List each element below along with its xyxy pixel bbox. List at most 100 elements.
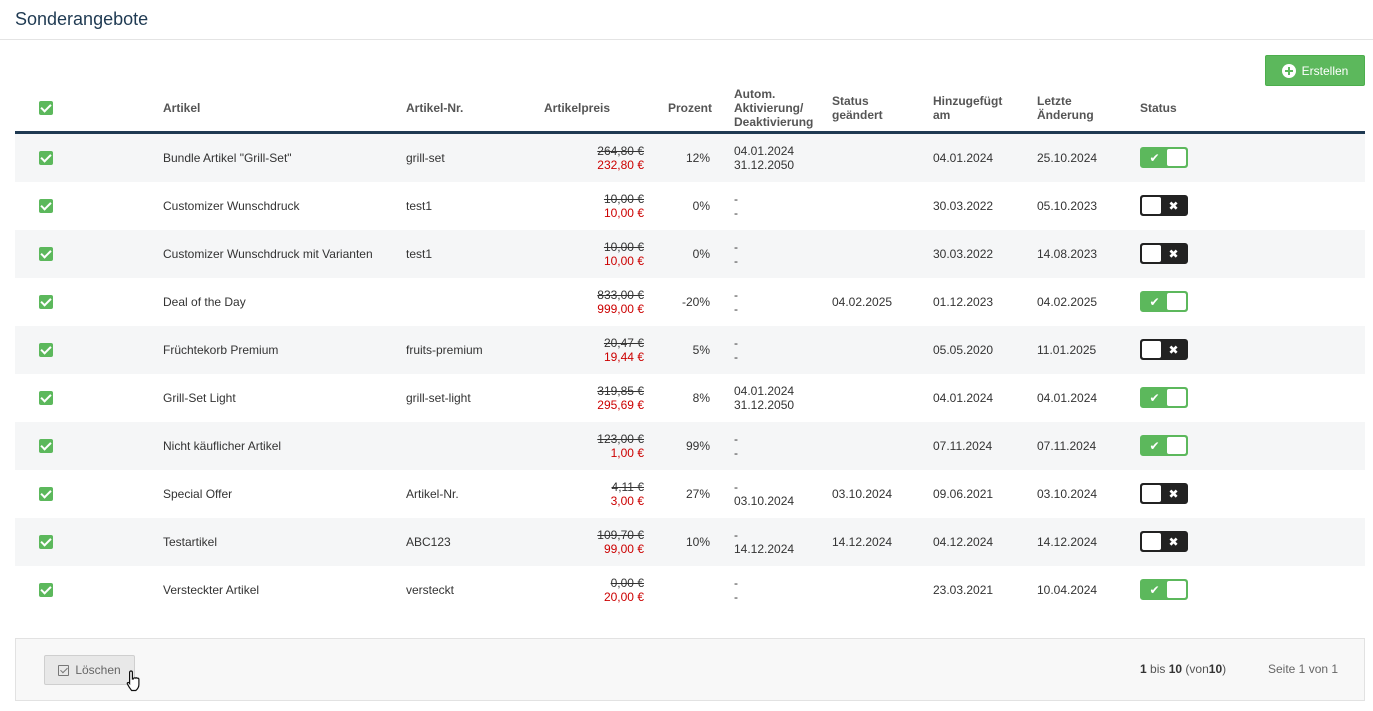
x-icon: ✖ (1168, 246, 1179, 261)
cell-artikel-nr: grill-set-light (406, 391, 471, 405)
row-checkbox[interactable] (39, 199, 53, 213)
column-header-status[interactable]: Status (1140, 101, 1177, 115)
cell-artikel[interactable]: Nicht käuflicher Artikel (163, 439, 282, 453)
cell-artikel[interactable]: Special Offer (163, 487, 233, 501)
toggle-knob (1142, 197, 1161, 214)
cell-artikel[interactable]: Testartikel (163, 535, 218, 549)
column-header-artikelpreis[interactable]: Artikelpreis (544, 101, 611, 115)
column-header-letzte-line2: Änderung (1037, 108, 1094, 122)
hand-pointer-icon (126, 670, 140, 692)
table-row[interactable]: Customizer Wunschdruck mit Varianten test… (15, 230, 1365, 278)
cell-artikel[interactable]: Versteckter Artikel (163, 583, 260, 597)
status-toggle[interactable]: ✔ (1140, 147, 1188, 168)
row-checkbox[interactable] (39, 535, 53, 549)
column-header-hinzugefuegt-line1: Hinzugefügt (933, 94, 1003, 108)
create-button[interactable]: Erstellen (1265, 55, 1365, 86)
table-row[interactable]: Special Offer Artikel-Nr. 4,11 €3,00 € 27% -… (15, 470, 1365, 518)
table-row[interactable]: Deal of the Day 833,00 €999,00 € -20% - - 04.… (15, 278, 1365, 326)
new-price: 19,44 € (603, 350, 644, 364)
cell-autom: -- (734, 432, 738, 460)
row-checkbox[interactable] (39, 295, 53, 309)
status-toggle[interactable]: ✖ (1140, 531, 1188, 552)
table-row[interactable]: Früchtekorb Premium fruits-premium 20,47 €… (15, 326, 1365, 374)
delete-button-label: Löschen (75, 663, 121, 677)
status-toggle[interactable]: ✖ (1140, 339, 1188, 360)
cell-artikel[interactable]: Früchtekorb Premium (163, 343, 279, 357)
column-header-prozent[interactable]: Prozent (668, 101, 713, 115)
range-bis: bis (1150, 662, 1166, 676)
toggle-knob (1142, 485, 1161, 502)
row-checkbox[interactable] (39, 247, 53, 261)
status-toggle[interactable]: ✖ (1140, 483, 1188, 504)
column-header-hinzugefuegt[interactable]: Hinzugefügt am (933, 94, 1002, 122)
row-checkbox[interactable] (39, 583, 53, 597)
status-toggle[interactable]: ✔ (1140, 291, 1188, 312)
cell-artikel[interactable]: Bundle Artikel "Grill-Set" (163, 151, 292, 165)
old-price: 109,70 € (597, 528, 644, 542)
row-checkbox[interactable] (39, 439, 53, 453)
row-checkbox[interactable] (39, 343, 53, 357)
table-row[interactable]: Grill-Set Light grill-set-light 319,85 €29… (15, 374, 1365, 422)
cell-artikel[interactable]: Customizer Wunschdruck mit Varianten (163, 247, 373, 261)
old-price: 0,00 € (610, 576, 644, 590)
cell-letzte-aenderung: 14.12.2024 (1037, 535, 1098, 549)
status-toggle[interactable]: ✔ (1140, 579, 1188, 600)
row-checkbox[interactable] (39, 487, 53, 501)
cell-hinzugefuegt: 04.01.2024 (933, 391, 994, 405)
table-row[interactable]: Versteckter Artikel versteckt 0,00 €20,00 … (15, 566, 1365, 614)
column-header-artikel-nr[interactable]: Artikel-Nr. (406, 101, 464, 115)
table-header: Artikel Artikel-Nr. Artikelpreis Prozent… (15, 84, 1365, 134)
status-toggle[interactable]: ✔ (1140, 435, 1188, 456)
cell-artikel[interactable]: Grill-Set Light (163, 391, 236, 405)
column-header-hinzugefuegt-line2: am (933, 108, 951, 122)
cell-artikel-nr: versteckt (406, 583, 455, 597)
cell-hinzugefuegt: 30.03.2022 (933, 247, 994, 261)
new-price: 20,00 € (603, 590, 644, 604)
cell-artikel[interactable]: Customizer Wunschdruck (163, 199, 300, 213)
select-all-checkbox[interactable] (39, 101, 53, 115)
x-icon: ✖ (1168, 198, 1179, 213)
column-header-letzte-aenderung[interactable]: Letzte Änderung (1037, 94, 1094, 122)
cell-autom-line2: - (734, 254, 738, 268)
row-checkbox[interactable] (39, 151, 53, 165)
table-row[interactable]: Nicht käuflicher Artikel 123,00 €1,00 € 99… (15, 422, 1365, 470)
cell-autom: 04.01.2024 31.12.2050 (734, 384, 794, 412)
delete-button[interactable]: Löschen (44, 655, 135, 685)
cell-artikel-nr: test1 (406, 199, 433, 213)
cell-letzte-aenderung: 05.10.2023 (1037, 199, 1098, 213)
cell-autom-line2: 31.12.2050 (734, 398, 795, 412)
new-price: 3,00 € (610, 494, 644, 508)
column-header-status-geaendert-line2: geändert (832, 108, 883, 122)
table-row[interactable]: Testartikel ABC123 109,70 €99,00 €10% -14.1… (15, 518, 1365, 566)
range-close: ) (1222, 662, 1227, 676)
cell-hinzugefuegt: 23.03.2021 (933, 583, 994, 597)
row-checkbox[interactable] (39, 391, 53, 405)
status-toggle[interactable]: ✖ (1140, 195, 1188, 216)
cell-letzte-aenderung: 04.02.2025 (1037, 295, 1098, 309)
table-row[interactable]: Customizer Wunschdruck test1 10,00 €10,00 … (15, 182, 1365, 230)
cell-autom-line1: - (734, 336, 738, 350)
column-header-status-geaendert[interactable]: Status geändert (832, 94, 883, 122)
plus-circle-icon (1281, 63, 1296, 78)
old-price: 4,11 € (611, 480, 644, 494)
cell-artikel-nr: fruits-premium (406, 343, 483, 357)
toggle-knob (1142, 533, 1161, 550)
cell-hinzugefuegt: 30.03.2022 (933, 199, 994, 213)
cell-autom: -- (734, 288, 738, 316)
cell-autom-line2: - (734, 206, 738, 220)
check-icon: ✔ (1149, 390, 1160, 405)
old-price: 10,00 € (603, 240, 644, 254)
new-price: 295,69 € (597, 398, 644, 412)
column-header-autom[interactable]: Autom. Aktivierung/ Deaktivierung (734, 87, 813, 129)
cell-artikel[interactable]: Deal of the Day (163, 295, 246, 309)
new-price: 1,00 € (610, 446, 644, 460)
column-header-artikel[interactable]: Artikel (163, 101, 201, 115)
status-toggle[interactable]: ✖ (1140, 243, 1188, 264)
table-row[interactable]: Bundle Artikel "Grill-Set" grill-set 264,8… (15, 134, 1365, 182)
old-price: 123,00 € (597, 432, 644, 446)
cell-artikelpreis: 264,80 €232,80 € (597, 144, 644, 172)
new-price: 232,80 € (597, 158, 644, 172)
cell-letzte-aenderung: 03.10.2024 (1037, 487, 1098, 501)
status-toggle[interactable]: ✔ (1140, 387, 1188, 408)
check-icon: ✔ (1149, 294, 1160, 309)
